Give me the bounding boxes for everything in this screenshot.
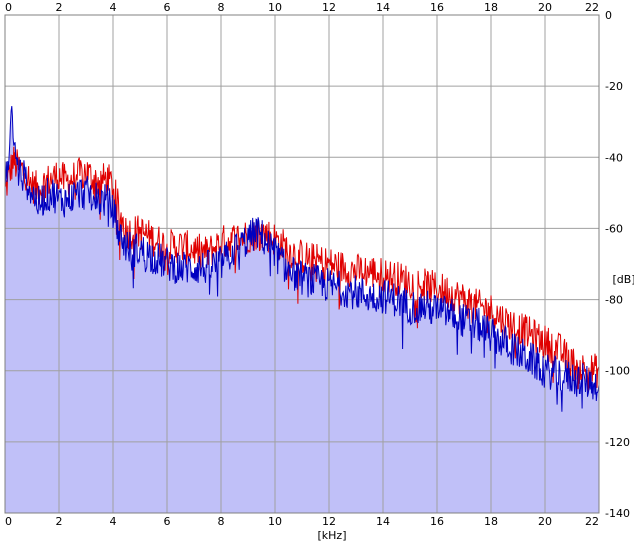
x-tick-label: 22 [585,1,599,14]
y-tick-labels: 0 -20 -40 -60 -80 -100 -120 -140 [605,9,630,520]
x-tick-label: 18 [484,1,498,14]
x-tick-label: 14 [376,1,390,14]
spectrum-line-blue [4,106,600,412]
spectrum-fill-layer [5,106,599,513]
y-tick-label: -120 [605,436,630,449]
x-tick-label: 10 [268,515,282,528]
x-axis-label: [kHz] [318,529,347,542]
x-tick-label: 6 [164,515,171,528]
x-tick-label: 12 [322,1,336,14]
y-tick-label: 0 [605,9,612,22]
x-tick-label: 0 [5,1,12,14]
y-tick-label: -40 [605,151,623,164]
y-tick-label: -60 [605,222,623,235]
x-tick-label: 8 [218,1,225,14]
x-tick-label: 20 [538,515,552,528]
x-tick-label: 16 [430,515,444,528]
x-tick-label: 6 [164,1,171,14]
x-tick-label: 10 [268,1,282,14]
x-tick-label: 2 [56,1,63,14]
x-tick-label: 18 [484,515,498,528]
x-tick-label: 14 [376,515,390,528]
spectrum-fill-area [5,106,599,513]
x-tick-label: 2 [56,515,63,528]
x-tick-label: 20 [538,1,552,14]
x-tick-label: 12 [322,515,336,528]
y-axis-label: [dB] [612,273,634,286]
spectrum-line-red [4,146,600,392]
y-tick-label: -100 [605,365,630,378]
x-tick-label: 16 [430,1,444,14]
series-layer [4,106,600,412]
x-tick-label: 8 [218,515,225,528]
x-tick-label: 0 [5,515,12,528]
plot-frame [4,14,600,514]
x-tick-label: 4 [110,1,117,14]
grid-layer [4,14,600,514]
y-tick-label: -20 [605,80,623,93]
x-tick-label: 22 [585,515,599,528]
y-tick-label: -140 [605,507,630,520]
y-tick-label: -80 [605,294,623,307]
x-tick-label: 4 [110,515,117,528]
